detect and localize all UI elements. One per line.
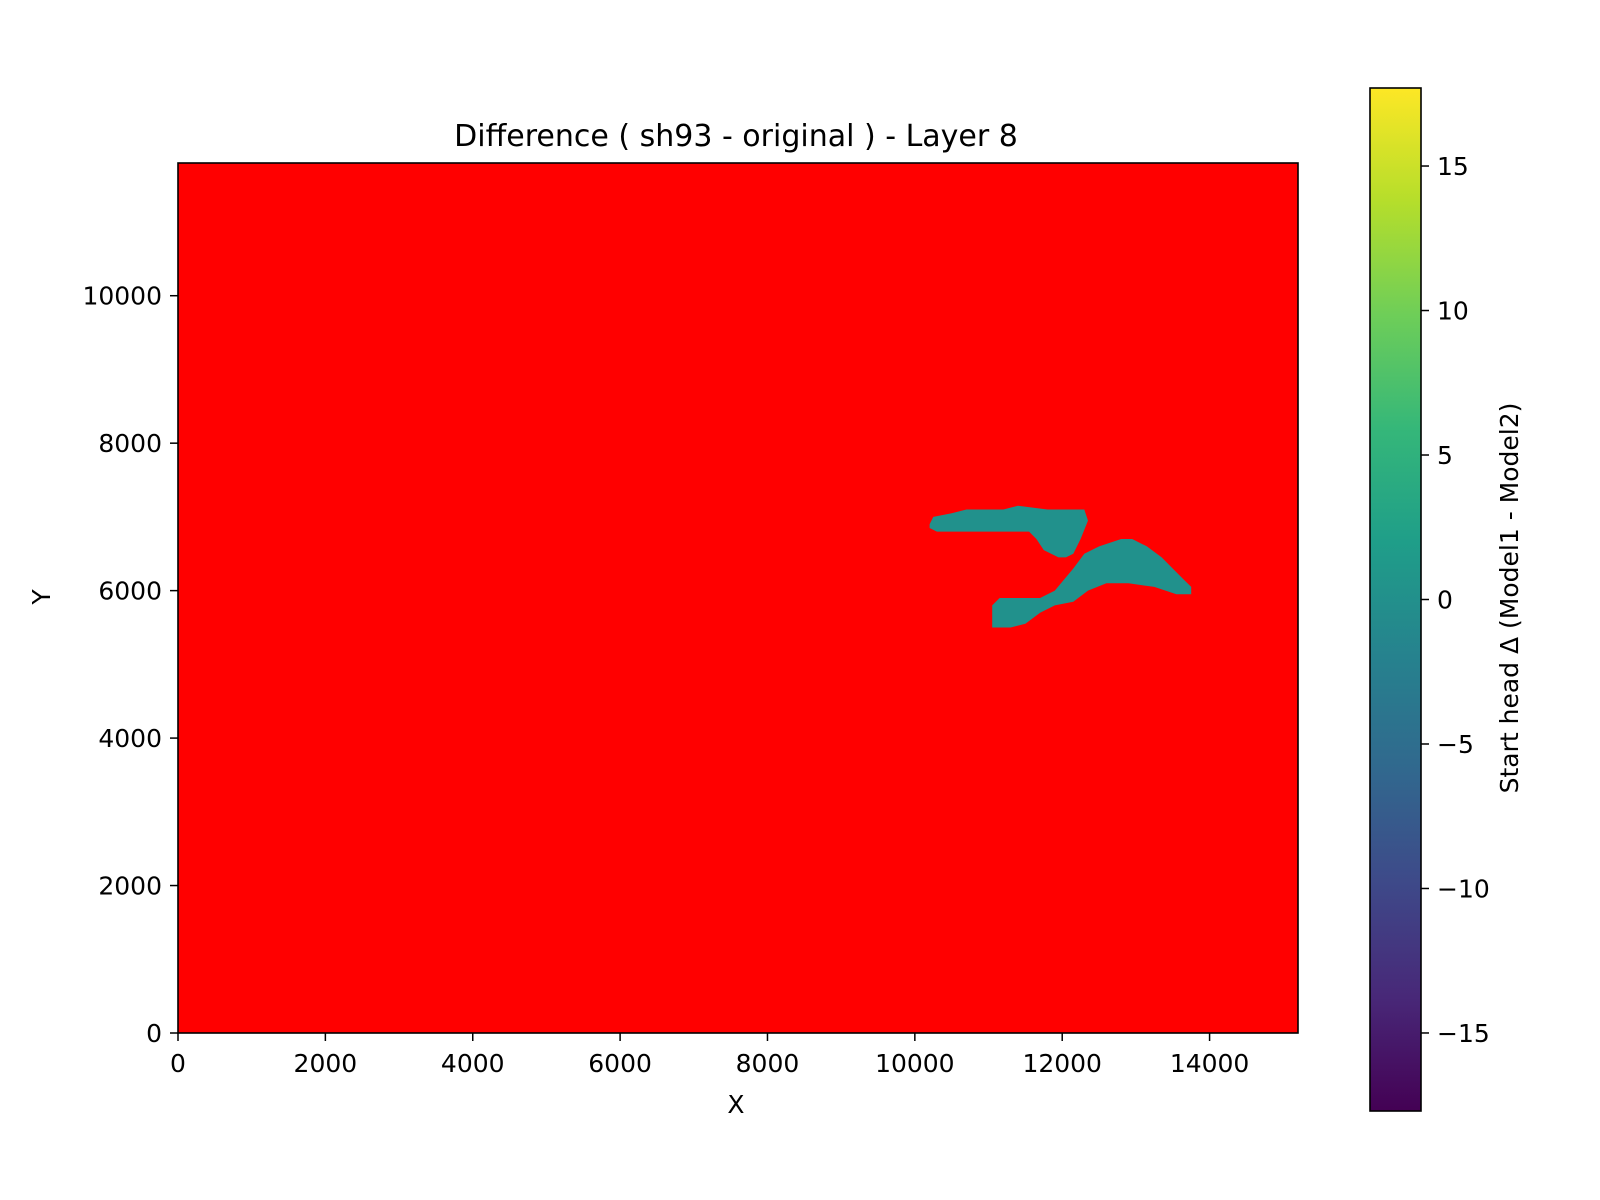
x-tick-label: 0 xyxy=(170,1049,186,1078)
x-tick-label: 8000 xyxy=(736,1049,800,1078)
colorbar-label: Start head Δ (Model1 - Model2) xyxy=(1495,403,1524,794)
colorbar: 15 10 5 0 −5 −10 −15 xyxy=(1369,87,1490,1112)
plot-area xyxy=(177,162,1299,1034)
chart-title: Difference ( sh93 - original ) - Layer 8 xyxy=(454,119,1018,154)
y-tick-label: 10000 xyxy=(82,282,162,311)
colorbar-tick-label: −5 xyxy=(1437,730,1474,759)
x-tick-label: 6000 xyxy=(588,1049,652,1078)
x-axis: 0 2000 4000 6000 8000 10000 12000 14000 xyxy=(170,1033,1249,1078)
plot-frame xyxy=(177,162,1299,1034)
heatmap-region-lower-lobe xyxy=(992,539,1192,628)
y-tick-label: 2000 xyxy=(98,872,162,901)
heatmap-background xyxy=(178,163,1298,1033)
colorbar-tick-label: 0 xyxy=(1437,586,1453,615)
y-tick-label: 6000 xyxy=(98,577,162,606)
y-tick-label: 0 xyxy=(146,1019,162,1048)
colorbar-tick-label: 15 xyxy=(1437,152,1469,181)
colorbar-tick-label: 5 xyxy=(1437,441,1453,470)
y-tick-label: 8000 xyxy=(98,429,162,458)
y-axis: 0 2000 4000 6000 8000 10000 xyxy=(82,282,178,1048)
y-tick-label: 4000 xyxy=(98,724,162,753)
x-tick-label: 10000 xyxy=(875,1049,955,1078)
heatmap-region-upper-lobe xyxy=(929,505,1088,558)
colorbar-tick-label: −15 xyxy=(1437,1019,1490,1048)
y-axis-label: Y xyxy=(27,589,56,606)
colorbar-tick-label: 10 xyxy=(1437,297,1469,326)
x-tick-label: 12000 xyxy=(1022,1049,1102,1078)
x-tick-label: 2000 xyxy=(294,1049,358,1078)
x-axis-label: X xyxy=(727,1090,744,1119)
colorbar-gradient xyxy=(1369,87,1422,1112)
x-tick-label: 4000 xyxy=(441,1049,505,1078)
colorbar-tick-label: −10 xyxy=(1437,874,1490,903)
x-tick-label: 14000 xyxy=(1170,1049,1250,1078)
